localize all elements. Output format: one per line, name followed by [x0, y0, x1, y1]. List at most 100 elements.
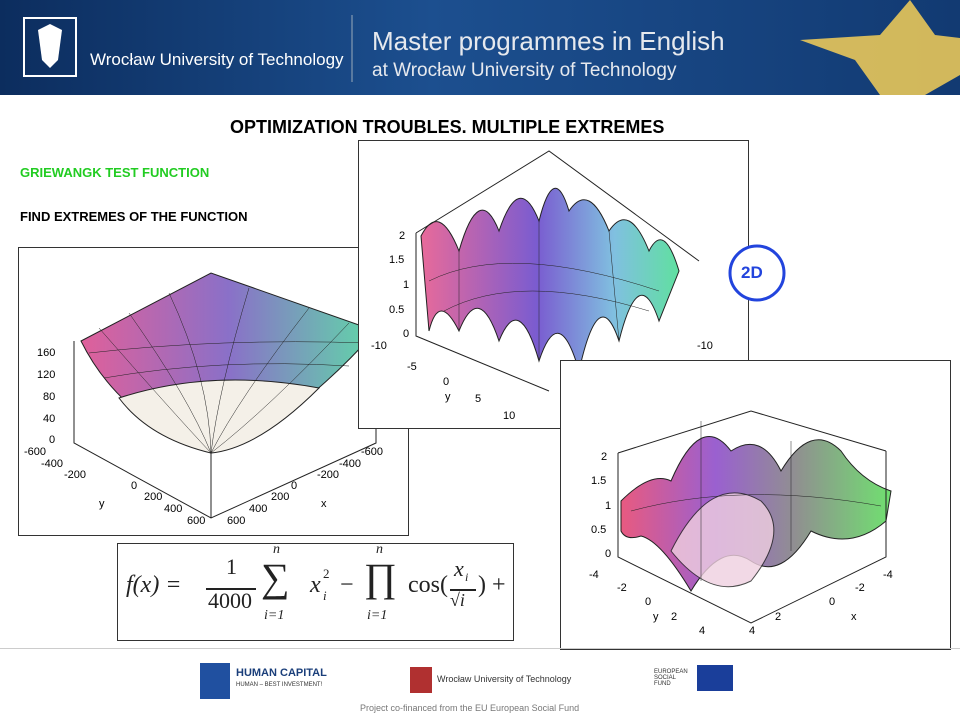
- hc-sub: HUMAN – BEST INVESTMENT!: [236, 682, 323, 688]
- y-tick-label: -2: [617, 582, 627, 594]
- surface: [73, 272, 377, 519]
- z-tick-label: 40: [43, 413, 56, 425]
- badge-ring: [728, 244, 786, 302]
- y-tick-label: 0: [131, 480, 138, 492]
- y-tick-label: -200: [64, 469, 87, 481]
- y-axis-label: y: [445, 391, 451, 403]
- y-tick-label: 10: [503, 410, 516, 422]
- x-tick-label: -2: [855, 582, 865, 594]
- x-tick-label: 0: [291, 480, 298, 492]
- y-tick-label: 0: [443, 376, 450, 388]
- formula-prod-top: n: [376, 543, 383, 557]
- star: [800, 0, 960, 95]
- x-tick-label: 600: [227, 515, 246, 527]
- note: Project co-financed from the EU European…: [360, 703, 580, 713]
- mesh: [88, 287, 370, 454]
- formula-lhs: f(x) =: [126, 572, 182, 598]
- formula-prod-bottom: i=1: [367, 608, 388, 623]
- x-tick-label: -200: [317, 469, 340, 481]
- y-axis-label: y: [99, 498, 105, 510]
- x-tick-label: 2: [775, 611, 782, 623]
- z-tick-label: 0: [605, 548, 612, 560]
- axes-box: [415, 150, 700, 392]
- wave: [420, 188, 680, 372]
- z-tick-label: 1: [403, 279, 410, 291]
- x-tick-label: -600: [361, 446, 384, 458]
- z-tick-label: 1: [605, 500, 612, 512]
- formula-term-sub: i: [323, 588, 327, 603]
- bowl-bottom: [118, 379, 321, 454]
- y-tick-label: -400: [41, 458, 64, 470]
- x-tick-label: -400: [339, 458, 362, 470]
- logo-frame: [23, 17, 77, 77]
- formula-cos: cos(: [408, 572, 448, 598]
- formula-sum: ∑: [261, 555, 290, 600]
- formula-prod: ∏: [364, 555, 397, 600]
- eu-flag: [697, 665, 733, 691]
- task: FIND EXTREMES OF THE FUNCTION: [20, 209, 248, 224]
- mesh: [428, 221, 660, 361]
- esf: EUROPEAN SOCIAL FUND: [654, 669, 688, 687]
- logo-text: Wrocław University of Technology: [90, 50, 344, 69]
- x-tick-label: -10: [697, 340, 713, 352]
- fraction-bar: [206, 588, 256, 590]
- formula-den: 4000: [208, 588, 252, 613]
- formula-term: x: [310, 572, 321, 598]
- z-tick-label: 1.5: [389, 254, 405, 266]
- y-tick-label: 200: [144, 491, 163, 503]
- header: Wrocław University of Technology Master …: [0, 0, 960, 95]
- y-tick-label: 600: [187, 515, 206, 527]
- z-tick-label: 0: [403, 328, 410, 340]
- y-tick-label: -4: [589, 569, 599, 581]
- x-axis-label: x: [851, 611, 857, 623]
- slide-title: OPTIMIZATION TROUBLES. MULTIPLE EXTREMES: [230, 117, 665, 137]
- z-tick-label: 120: [37, 369, 56, 381]
- hc-logo: [200, 663, 230, 699]
- formula-sum-top: n: [273, 543, 280, 557]
- formula-minus: −: [340, 572, 354, 598]
- wave-front: [670, 492, 775, 588]
- x-tick-label: 400: [249, 503, 268, 515]
- uni-logo: [410, 667, 432, 693]
- z-tick-label: 0.5: [591, 524, 607, 536]
- x-tick-label: -4: [883, 569, 893, 581]
- badge-circle: [728, 244, 786, 302]
- logo-eagle: [38, 24, 62, 68]
- z-tick-label: 160: [37, 347, 56, 359]
- surface: [617, 410, 892, 624]
- uni: Wrocław University of Technology: [437, 674, 572, 684]
- z-tick-label: 2: [601, 451, 608, 463]
- mesh: [630, 421, 882, 581]
- x-axis-label: x: [321, 498, 327, 510]
- formula-cos-den: √i: [450, 590, 465, 610]
- header-title: Master programmes in English: [372, 26, 725, 56]
- y-axis-label: y: [653, 611, 659, 623]
- plot-bowl: 160 120 80 40 0 -600 -400 -200 0 200 400 600 600 400 2…: [18, 247, 409, 536]
- z-tick-label: 1.5: [591, 475, 607, 487]
- z-tick-label: 0: [49, 434, 56, 446]
- y-tick-label: -600: [24, 446, 47, 458]
- surface: [415, 150, 700, 392]
- z-tick-label: 0.5: [389, 304, 405, 316]
- x-tick-label: 0: [829, 596, 836, 608]
- z-tick-label: 80: [43, 391, 56, 403]
- y-tick-label: 0: [645, 596, 652, 608]
- formula-cos-num: x: [454, 556, 464, 581]
- fraction-bar: [450, 589, 476, 591]
- function-name: GRIEWANGK TEST FUNCTION: [20, 165, 210, 180]
- y-tick-label: -10: [371, 340, 387, 352]
- x-tick-label: 200: [271, 491, 290, 503]
- formula-cos-sub: i: [465, 570, 469, 584]
- badge: 2D: [741, 263, 763, 282]
- x-tick-label: 4: [749, 625, 756, 637]
- formula-sum-bottom: i=1: [264, 608, 285, 623]
- y-tick-label: 4: [699, 625, 706, 637]
- formula-term-sup: 2: [323, 566, 330, 581]
- axes-box: [617, 410, 887, 624]
- y-tick-label: 400: [164, 503, 183, 515]
- footer-logos: [200, 663, 733, 699]
- header-art: [23, 0, 960, 95]
- formula-tail: ) + 1.: [478, 572, 513, 598]
